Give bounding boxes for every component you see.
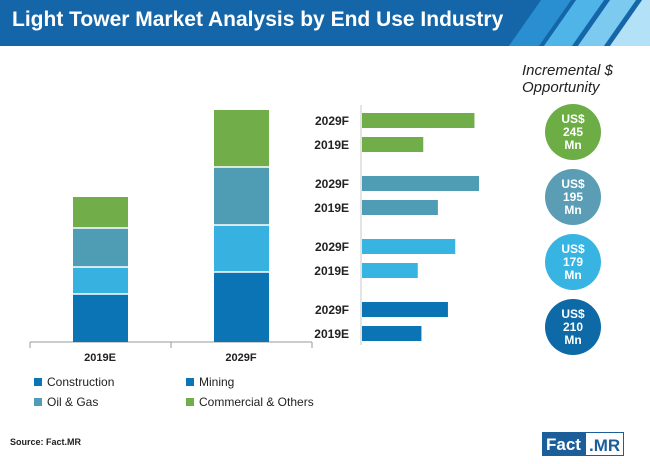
logo-fact: Fact	[542, 432, 585, 456]
source-note: Source: Fact.MR	[10, 437, 82, 447]
h-bar-label: 2019E	[314, 264, 349, 278]
opportunity-unit: Mn	[564, 137, 582, 152]
legend-label: Oil & Gas	[47, 395, 99, 409]
legend-label: Construction	[47, 375, 115, 389]
opportunity-currency: US$	[561, 306, 585, 321]
opportunity-circle-construction: US$ 210 Mn	[545, 299, 601, 355]
page-title: Light Tower Market Analysis by End Use I…	[12, 8, 504, 31]
legend-item-commercial: Commercial & Others	[186, 395, 314, 409]
h-bar-label: 2019E	[314, 138, 349, 152]
h-bar-label: 2029F	[315, 177, 349, 191]
logo-mr: .MR	[584, 432, 625, 456]
legend-swatch	[34, 378, 42, 386]
stacked-bar-segment	[73, 228, 128, 267]
legend-label: Commercial & Others	[199, 395, 314, 409]
legend-swatch	[34, 398, 42, 406]
h-bar-label: 2029F	[315, 114, 349, 128]
h-bar	[362, 113, 475, 128]
factmr-logo: Fact .MR	[542, 432, 625, 456]
stacked-bar-segment	[73, 267, 128, 294]
legend-swatch	[186, 398, 194, 406]
h-bar	[362, 200, 438, 215]
opportunity-circle-commercial: US$ 245 Mn	[545, 104, 601, 160]
x-tick-label: 2029F	[225, 352, 256, 364]
h-bar	[362, 239, 456, 254]
stacked-bar-segment	[214, 110, 269, 167]
opportunity-value: 210	[562, 319, 584, 334]
legend-swatch	[186, 378, 194, 386]
opportunity-currency: US$	[561, 241, 585, 256]
h-bar-label: 2029F	[315, 303, 349, 317]
h-bar	[362, 326, 422, 341]
legend-item-mining: Mining	[186, 375, 234, 389]
h-bar-label: 2029F	[315, 240, 349, 254]
h-bar	[362, 176, 480, 191]
stacked-bar-segment	[214, 225, 269, 272]
opportunity-value: 195	[562, 189, 584, 204]
opportunity-unit: Mn	[564, 267, 582, 282]
x-tick-label: 2019E	[84, 352, 116, 364]
h-bar-label: 2019E	[314, 201, 349, 215]
header-banner: Light Tower Market Analysis by End Use I…	[0, 0, 650, 46]
h-bar	[362, 263, 418, 278]
stacked-bar-segment	[214, 167, 269, 225]
h-bar	[362, 302, 448, 317]
stacked-bar-segment	[214, 272, 269, 342]
opportunity-currency: US$	[561, 111, 585, 126]
opportunity-currency: US$	[561, 176, 585, 191]
legend-label: Mining	[199, 375, 235, 389]
incremental-opportunity-title: Incremental $ Opportunity	[522, 62, 613, 96]
opportunity-value: 179	[562, 254, 584, 269]
opportunity-circle-mining: US$ 179 Mn	[545, 234, 601, 290]
opportunity-value: 245	[562, 124, 584, 139]
opportunity-unit: Mn	[564, 332, 582, 347]
legend-item-oil-gas: Oil & Gas	[34, 395, 98, 409]
opportunity-unit: Mn	[564, 202, 582, 217]
stacked-bar-segment	[73, 197, 128, 228]
h-bar	[362, 137, 424, 152]
h-bar-label: 2019E	[314, 327, 349, 341]
opportunity-circle-oil-gas: US$ 195 Mn	[545, 169, 601, 225]
stacked-bar-segment	[73, 294, 128, 342]
legend-item-construction: Construction	[34, 375, 114, 389]
